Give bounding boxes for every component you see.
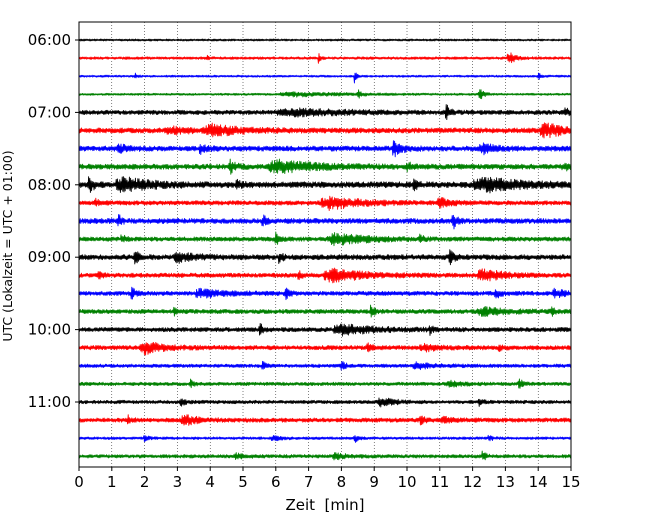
x-axis-ticks: 0 1 2 3 4 5 6 7 8 9 10 11 12 13 14 15	[74, 467, 581, 491]
trace-line	[78, 304, 572, 318]
trace-line	[78, 38, 572, 42]
trace-line	[78, 397, 572, 408]
x-tick-label: 1	[107, 473, 117, 491]
y-tick-label: 11:00	[28, 393, 71, 411]
trace-line	[78, 434, 572, 443]
x-tick-label: 12	[463, 473, 482, 491]
grid-lines	[111, 22, 539, 467]
trace-line	[78, 122, 572, 139]
trace-line	[78, 52, 572, 64]
trace-line	[78, 140, 572, 158]
y-tick-label: 07:00	[28, 103, 71, 121]
x-tick-label: 15	[561, 473, 580, 491]
trace-line	[78, 450, 572, 461]
y-tick-label: 09:00	[28, 248, 71, 266]
x-tick-label: 7	[304, 473, 314, 491]
trace-line	[78, 378, 572, 389]
trace-line	[78, 414, 572, 426]
x-tick-label: 0	[74, 473, 84, 491]
trace-line	[78, 195, 572, 211]
trace-line	[78, 176, 572, 194]
trace-line	[78, 158, 572, 175]
trace-line	[78, 104, 572, 121]
x-tick-label: 4	[205, 473, 215, 491]
y-tick-label: 10:00	[28, 321, 71, 339]
trace-line	[78, 286, 572, 301]
y-axis-label: UTC (Lokalzeit = UTC + 01:00)	[0, 150, 15, 341]
x-tick-label: 8	[337, 473, 347, 491]
x-tick-label: 9	[369, 473, 379, 491]
x-tick-label: 11	[430, 473, 449, 491]
x-tick-label: 5	[238, 473, 248, 491]
x-tick-label: 6	[271, 473, 281, 491]
trace-line	[78, 360, 572, 371]
trace-line	[78, 231, 572, 247]
y-axis-ticks: 06:00 07:00 08:00 09:00 10:00 11:00	[28, 31, 79, 411]
y-tick-label: 08:00	[28, 176, 71, 194]
trace-line	[78, 267, 572, 284]
trace-line	[78, 214, 572, 230]
y-tick-label: 06:00	[28, 31, 71, 49]
seismic-traces	[78, 38, 572, 461]
x-tick-label: 3	[173, 473, 183, 491]
x-tick-label: 10	[397, 473, 416, 491]
trace-line	[78, 322, 572, 337]
trace-line	[78, 341, 572, 356]
x-tick-label: 2	[140, 473, 150, 491]
plot-frame	[78, 21, 572, 468]
x-tick-label: 14	[529, 473, 548, 491]
x-axis-label: Zeit [min]	[285, 496, 364, 514]
x-tick-label: 13	[496, 473, 515, 491]
trace-line	[78, 249, 572, 266]
trace-line	[78, 72, 572, 84]
trace-line	[78, 89, 572, 100]
